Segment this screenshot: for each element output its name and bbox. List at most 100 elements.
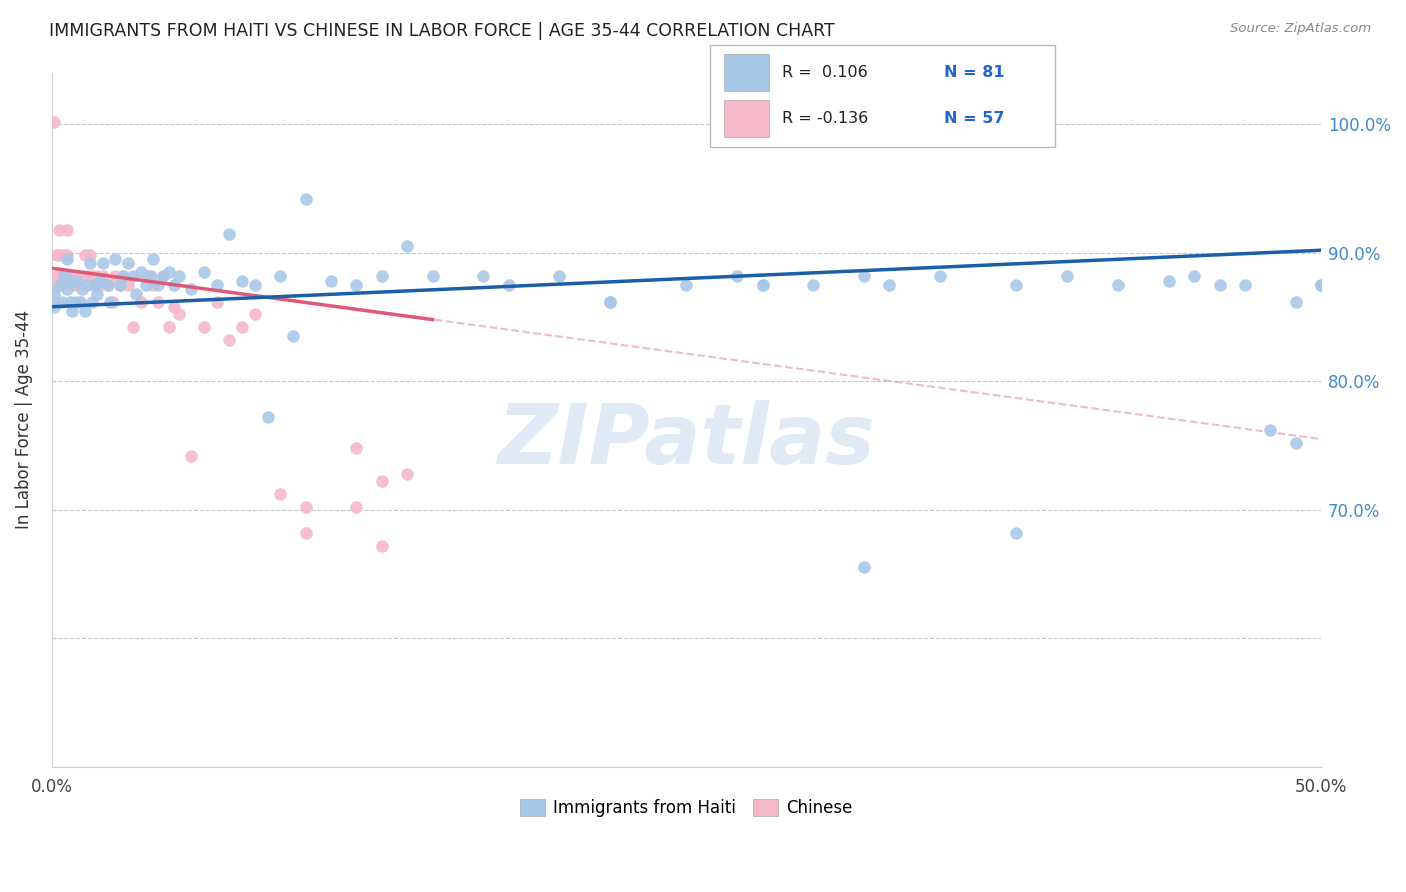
Text: N = 57: N = 57 bbox=[945, 111, 1005, 126]
Point bbox=[110, 277, 132, 292]
Text: IMMIGRANTS FROM HAITI VS CHINESE IN LABOR FORCE | AGE 35-44 CORRELATION CHART: IMMIGRANTS FROM HAITI VS CHINESE IN LABO… bbox=[49, 22, 835, 40]
Point bbox=[294, 192, 316, 206]
Text: R =  0.106: R = 0.106 bbox=[782, 65, 868, 79]
Point bbox=[86, 268, 108, 283]
Point bbox=[231, 274, 253, 288]
Point bbox=[1310, 277, 1333, 292]
Point bbox=[157, 320, 180, 334]
Point bbox=[84, 277, 107, 292]
Point bbox=[58, 277, 80, 292]
Point bbox=[135, 277, 157, 292]
Point bbox=[111, 268, 134, 283]
Text: R = -0.136: R = -0.136 bbox=[782, 111, 869, 126]
Point bbox=[53, 268, 76, 283]
Point bbox=[69, 294, 91, 309]
Point bbox=[193, 265, 215, 279]
Point bbox=[76, 268, 98, 283]
Point bbox=[148, 294, 170, 309]
Point bbox=[853, 560, 876, 574]
Point bbox=[82, 294, 104, 309]
Point bbox=[142, 252, 165, 267]
Point bbox=[231, 320, 253, 334]
Point bbox=[56, 222, 79, 236]
Point bbox=[548, 268, 571, 283]
Point bbox=[53, 248, 76, 262]
Point bbox=[110, 277, 132, 292]
Point bbox=[79, 256, 101, 270]
Point bbox=[129, 265, 152, 279]
Point bbox=[63, 294, 86, 309]
Point bbox=[751, 277, 773, 292]
Point bbox=[218, 333, 240, 347]
Point bbox=[79, 248, 101, 262]
Point bbox=[180, 449, 202, 463]
Point bbox=[243, 308, 266, 322]
Point bbox=[599, 294, 621, 309]
Point bbox=[751, 277, 773, 292]
Text: N = 81: N = 81 bbox=[945, 65, 1005, 79]
Point bbox=[48, 222, 70, 236]
Point bbox=[1005, 277, 1028, 292]
Point bbox=[48, 248, 70, 262]
Point bbox=[205, 277, 228, 292]
Point bbox=[801, 277, 824, 292]
Point bbox=[117, 277, 139, 292]
Point bbox=[162, 300, 184, 314]
Point bbox=[60, 268, 83, 283]
Point bbox=[89, 277, 111, 292]
Point bbox=[319, 274, 342, 288]
Point bbox=[53, 268, 76, 283]
Point bbox=[371, 539, 394, 553]
Point bbox=[58, 268, 80, 283]
Point bbox=[472, 268, 495, 283]
Point bbox=[58, 294, 80, 309]
Text: ZIPatlas: ZIPatlas bbox=[498, 401, 876, 481]
Point bbox=[91, 256, 114, 270]
Point bbox=[44, 277, 66, 292]
Point bbox=[1233, 277, 1256, 292]
Point bbox=[148, 277, 170, 292]
Point bbox=[344, 441, 367, 455]
Point bbox=[44, 294, 66, 309]
Point bbox=[70, 268, 93, 283]
Legend: Immigrants from Haiti, Chinese: Immigrants from Haiti, Chinese bbox=[513, 793, 859, 824]
Point bbox=[44, 115, 66, 129]
Point bbox=[60, 303, 83, 318]
Point bbox=[422, 268, 444, 283]
Point bbox=[294, 500, 316, 515]
Point bbox=[1056, 268, 1078, 283]
Point bbox=[879, 277, 901, 292]
Point bbox=[142, 277, 165, 292]
Point bbox=[1258, 423, 1281, 437]
Point bbox=[256, 410, 278, 425]
Point bbox=[269, 268, 291, 283]
Point bbox=[396, 467, 419, 481]
Point bbox=[73, 303, 96, 318]
Point bbox=[205, 294, 228, 309]
FancyBboxPatch shape bbox=[710, 45, 1054, 147]
Point bbox=[1157, 274, 1180, 288]
Point bbox=[48, 277, 70, 292]
Point bbox=[1182, 268, 1205, 283]
Point bbox=[294, 525, 316, 540]
Point bbox=[167, 268, 190, 283]
Point bbox=[371, 268, 394, 283]
Point bbox=[122, 268, 145, 283]
Point bbox=[97, 277, 120, 292]
Point bbox=[167, 308, 190, 322]
Point bbox=[218, 227, 240, 241]
Point bbox=[91, 268, 114, 283]
Point bbox=[243, 277, 266, 292]
Point bbox=[51, 268, 73, 283]
Point bbox=[162, 277, 184, 292]
Point bbox=[344, 500, 367, 515]
Point bbox=[853, 268, 876, 283]
Point bbox=[111, 268, 134, 283]
Point bbox=[89, 274, 111, 288]
Point bbox=[725, 268, 748, 283]
Point bbox=[180, 282, 202, 296]
Point bbox=[51, 294, 73, 309]
Point bbox=[675, 277, 697, 292]
Point bbox=[44, 300, 66, 314]
Point bbox=[599, 294, 621, 309]
